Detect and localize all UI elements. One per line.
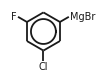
Text: Cl: Cl bbox=[39, 62, 48, 72]
Text: F: F bbox=[11, 12, 17, 22]
Text: MgBr: MgBr bbox=[70, 12, 96, 22]
